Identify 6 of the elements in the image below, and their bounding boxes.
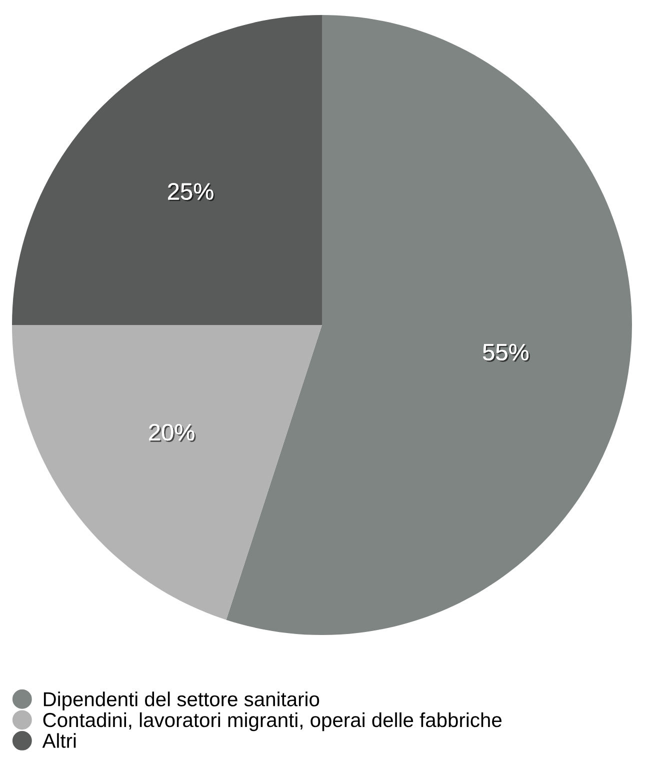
legend-label: Contadini, lavoratori migranti, operai delle fabbriche [43, 712, 502, 732]
legend-label: Altri [42, 733, 76, 748]
legend-label: Dipendenti del settore sanitario [44, 692, 320, 710]
data-label: 25% [168, 183, 215, 202]
data-label: 20% [149, 424, 196, 442]
data-label: 55% [483, 344, 530, 362]
